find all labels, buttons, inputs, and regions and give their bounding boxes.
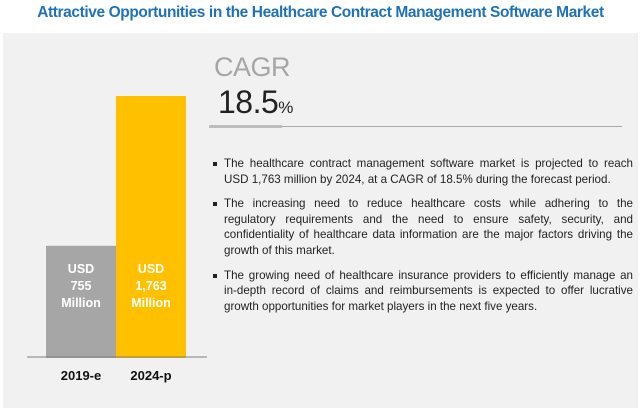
x-tick-label: 2019-e [61,368,101,383]
cagr-label: CAGR [214,52,291,82]
bullet-item: The increasing need to reduce healthcare… [213,196,633,258]
data-label: 755 [71,279,92,293]
bullet-item: The growing need of healthcare insurance… [213,268,633,315]
data-label: Million [131,296,171,310]
bar-2019-e [46,245,116,358]
data-label: USD [138,262,164,276]
x-tick-label: 2024-p [130,368,171,383]
cagr-unit: % [278,98,293,117]
bullet-list: The healthcare contract management softw… [213,156,633,323]
data-label: USD [68,262,94,276]
data-label: 1,763 [135,279,166,293]
divider [209,126,622,127]
data-label: Million [61,296,101,310]
cagr-value: 18.5% [218,84,293,121]
cagr-number: 18.5 [218,84,279,120]
divider-accent [209,125,282,128]
bullet-item: The healthcare contract management softw… [213,156,633,187]
bar-2024-p [116,96,186,358]
page-title: Attractive Opportunities in the Healthca… [37,4,604,21]
